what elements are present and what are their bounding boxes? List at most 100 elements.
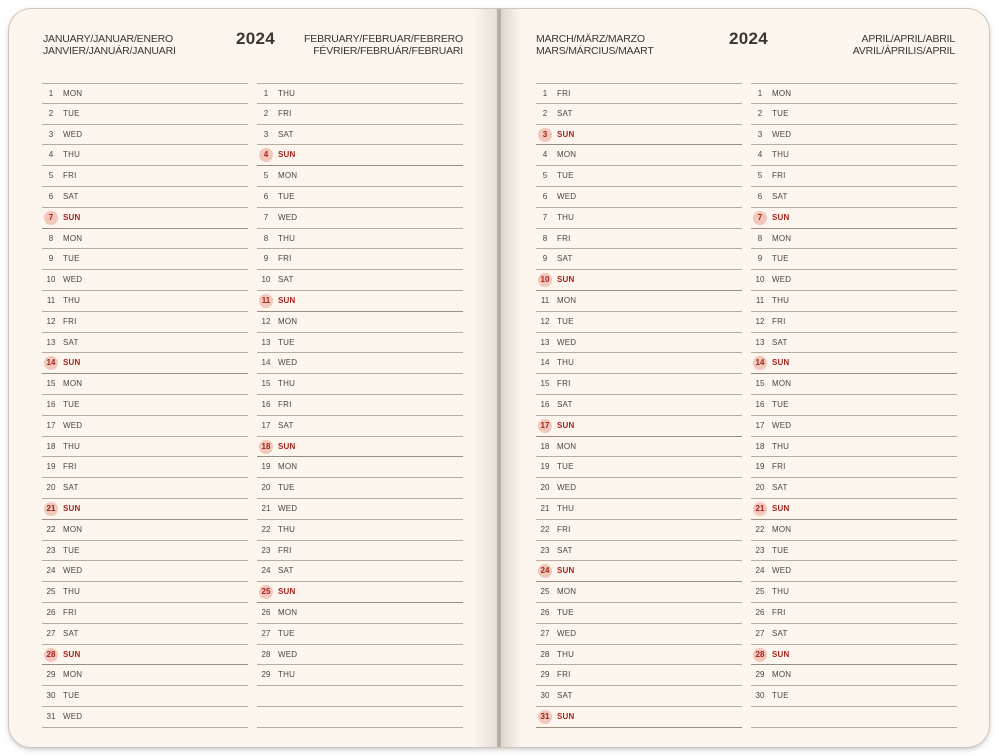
weekday-label: THU [63,587,81,597]
weekday-label: TUE [772,545,789,555]
day-row: 8 MON [42,229,248,250]
day-row: 30 TUE [42,686,248,707]
weekday-label: TUE [557,462,574,472]
date-number: 2 [48,108,54,118]
day-row: 24 SUN [536,561,742,583]
date-number: 21 [540,503,550,513]
weekday-label: SUN [278,441,296,451]
day-row: 29 MON [42,665,248,687]
sunday-date-number: 7 [44,210,58,225]
sunday-date-number: 7 [753,210,767,225]
day-row: 15 MON [751,374,957,395]
month-header-line: MARCH/MÄRZ/MARZO [536,33,645,45]
date-number: 16 [755,399,765,409]
weekday-label: FRI [772,607,786,617]
day-row: 12 MON [257,312,463,333]
weekday-label: THU [278,89,296,98]
day-row: 5 TUE [536,166,742,187]
date-number: 14 [261,358,271,368]
month-header-line: APRIL/APRIL/ABRIL [861,33,956,45]
weekday-label: TUE [63,399,80,409]
date-number: 2 [542,108,548,118]
sunday-date-number: 14 [44,356,58,371]
date-number: 9 [48,254,54,264]
day-row: 6 SAT [751,187,957,208]
date-number: 2 [757,108,763,118]
weekday-label: SAT [772,483,788,493]
day-row: 8 THU [257,229,463,250]
date-number: 25 [755,587,765,597]
day-row: 1 THU [257,83,463,104]
date-number: 27 [261,628,271,638]
date-number: 4 [48,150,54,160]
day-row: 4 THU [751,145,957,167]
weekday-label: FRI [278,399,292,409]
date-number: 18 [46,441,56,451]
weekday-label: MON [772,524,792,534]
day-row: 15 MON [42,374,248,395]
day-row: 24 SAT [257,561,463,583]
day-row: 27 SAT [42,624,248,645]
day-row: 27 WED [536,624,742,645]
weekday-label: WED [772,566,792,576]
date-number: 13 [540,337,550,347]
date-number: 30 [46,691,56,701]
weekday-label: MON [772,670,792,680]
weekday-label: TUE [278,191,295,201]
day-row: 18 SUN [257,437,463,458]
day-row: 14 THU [536,353,742,375]
weekday-label: FRI [63,607,77,617]
day-row: 28 THU [536,645,742,666]
day-row: 25 SUN [257,582,463,603]
date-number: 17 [755,420,765,430]
sunday-date-number: 21 [753,501,767,516]
month-header-february: FEBRUARY/FEBRUAR/FEBRERO FÉVRIER/FEBRUÁR… [304,33,463,57]
date-number: 26 [755,607,765,617]
day-row: 17 WED [42,416,248,437]
date-number: 16 [261,399,271,409]
day-row: 13 TUE [257,333,463,354]
sunday-date-number: 31 [538,709,552,724]
weekday-label: FRI [63,462,77,472]
day-row: 26 FRI [42,603,248,624]
date-number: 6 [48,191,54,201]
day-row: 29 MON [751,665,957,687]
date-number: 6 [757,191,763,201]
day-row: 9 TUE [751,249,957,271]
date-number: 8 [263,233,269,243]
date-number: 4 [542,150,548,160]
day-row: 8 FRI [536,229,742,250]
weekday-label: FRI [557,670,571,680]
weekday-label: SAT [557,254,573,264]
weekday-label: THU [63,441,81,451]
date-number: 29 [261,670,271,680]
day-row: 6 SAT [42,187,248,208]
date-number: 1 [48,89,54,98]
sunday-date-number: 11 [259,293,273,308]
weekday-label: SUN [557,129,575,139]
day-row: 9 TUE [42,249,248,271]
weekday-label: SUN [63,212,81,222]
day-row: 4 SUN [257,145,463,167]
weekday-label: THU [557,649,575,659]
day-row: 11 THU [751,291,957,312]
month-header-line: FÉVRIER/FEBRUÁR/FEBRUARI [313,45,463,57]
date-number: 30 [755,691,765,701]
date-number: 11 [755,295,765,305]
day-row: 11 THU [42,291,248,312]
weekday-label: TUE [63,545,80,555]
weekday-label: SAT [63,628,79,638]
weekday-label: THU [278,670,296,680]
month-header-line: AVRIL/ÁPRILIS/APRIL [852,45,955,57]
sunday-date-number: 4 [259,148,273,163]
weekday-label: MON [557,295,577,305]
day-row: 27 SAT [751,624,957,645]
weekday-label: SAT [557,691,573,701]
date-number: 17 [46,420,56,430]
day-row: 24 WED [751,561,957,583]
day-row: 26 TUE [536,603,742,624]
date-number: 2 [263,108,269,118]
left-page: JANUARY/JANUAR/ENERO JANVIER/JANUÁR/JANU… [9,9,499,747]
date-number: 1 [263,89,269,98]
sunday-date-number: 3 [538,127,552,142]
